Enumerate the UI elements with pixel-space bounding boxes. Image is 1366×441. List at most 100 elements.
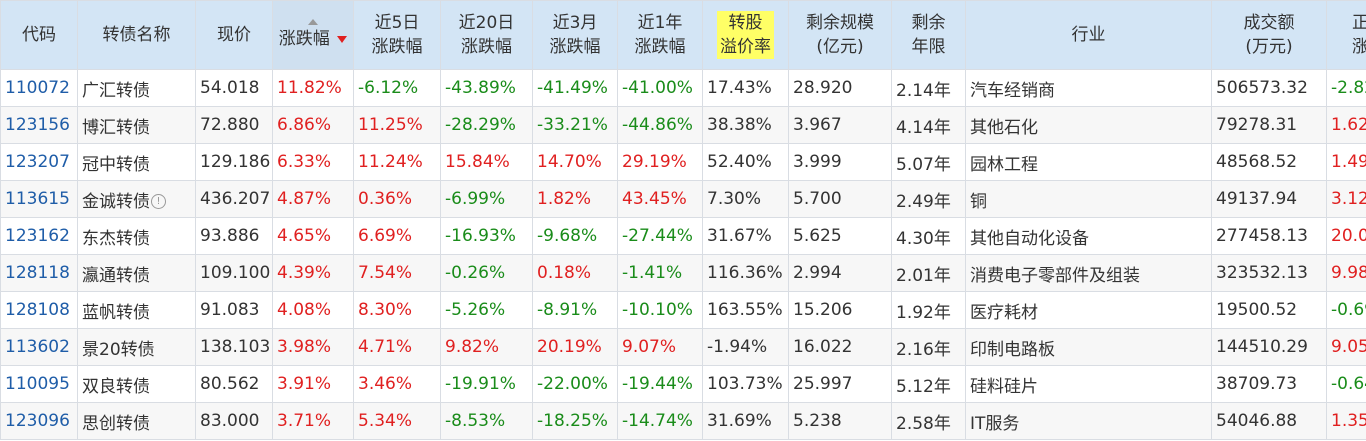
cell-name-value[interactable]: 思创转债 (82, 413, 150, 434)
cell-name[interactable]: 广汇转债 (77, 69, 196, 107)
table-row[interactable]: 123096 思创转债 83.000 3.71% 5.34% -8.53% -18.25% -… (0, 402, 1366, 440)
cell-name-value[interactable]: 双良转债 (82, 376, 150, 397)
cell-code[interactable]: 123156 (0, 106, 78, 144)
cell-code[interactable]: 110095 (0, 365, 78, 403)
cell-d20: -8.53% (440, 402, 533, 440)
cell-name-value[interactable]: 博汇转债 (82, 117, 150, 138)
cell-name-value[interactable]: 金诚转债 (82, 191, 150, 212)
cell-stock-value: 9.05% (1331, 337, 1366, 357)
header-scale-line1: 剩余规模 (806, 13, 874, 33)
header-m3[interactable]: 近3月 涨跌幅 (532, 0, 618, 70)
cell-code-value[interactable]: 123207 (5, 152, 70, 172)
cell-d5: 4.71% (353, 328, 441, 366)
cell-code[interactable]: 123162 (0, 217, 78, 255)
cell-name-value[interactable]: 东杰转债 (82, 228, 150, 249)
cell-scale-value: 15.206 (793, 300, 853, 320)
cell-code-value[interactable]: 128118 (5, 263, 70, 283)
cell-d5: 3.46% (353, 365, 441, 403)
header-y1-line1: 近1年 (637, 13, 683, 33)
cell-y1: -44.86% (617, 106, 703, 144)
cell-m3: -9.68% (532, 217, 618, 255)
cell-d20-value: -28.29% (445, 115, 516, 135)
cell-code[interactable]: 113615 (0, 180, 78, 218)
table-row[interactable]: 128118 瀛通转债 109.100 4.39% 7.54% -0.26% 0.18% -1… (0, 254, 1366, 292)
cell-d20: -43.89% (440, 69, 533, 107)
header-premium[interactable]: 转股 溢价率 (702, 0, 789, 70)
cell-name[interactable]: 景20转债 (77, 328, 196, 366)
cell-code[interactable]: 123096 (0, 402, 78, 440)
cell-code-value[interactable]: 123156 (5, 115, 70, 135)
cell-code-value[interactable]: 113602 (5, 337, 70, 357)
cell-volume: 48568.52 (1211, 143, 1327, 181)
cell-code[interactable]: 128118 (0, 254, 78, 292)
cell-code-value[interactable]: 123162 (5, 226, 70, 246)
header-volume[interactable]: 成交额 (万元) (1211, 0, 1327, 70)
table-row[interactable]: 113615 金诚转债! 436.207 4.87% 0.36% -6.99% 1.82% 4… (0, 180, 1366, 218)
cell-change: 4.87% (272, 180, 354, 218)
cell-industry: IT服务 (965, 402, 1212, 440)
cell-name[interactable]: 冠中转债 (77, 143, 196, 181)
cell-code-value[interactable]: 110095 (5, 374, 70, 394)
cell-code-value[interactable]: 128108 (5, 300, 70, 320)
table-row[interactable]: 110072 广汇转债 54.018 11.82% -6.12% -43.89% -41.4… (0, 69, 1366, 107)
cell-change-value: 4.08% (277, 300, 332, 320)
header-years-line2: 年限 (911, 37, 946, 57)
cell-name[interactable]: 博汇转债 (77, 106, 196, 144)
cell-volume-value: 506573.32 (1216, 78, 1308, 98)
cell-d5: 11.24% (353, 143, 441, 181)
cell-price-value: 138.103 (200, 337, 271, 357)
header-row: 代码 转债名称 现价 涨跌幅 近5日 涨跌幅 近20日 涨跌幅 近3月 涨跌幅 近1年… (0, 0, 1366, 70)
cell-code[interactable]: 113602 (0, 328, 78, 366)
cell-name-value[interactable]: 蓝帆转债 (82, 302, 150, 323)
cell-name-value[interactable]: 冠中转债 (82, 154, 150, 175)
table-row[interactable]: 113602 景20转债 138.103 3.98% 4.71% 9.82% 20.19% 9… (0, 328, 1366, 366)
cell-d5: 6.69% (353, 217, 441, 255)
cell-name[interactable]: 思创转债 (77, 402, 196, 440)
cell-name[interactable]: 金诚转债! (77, 180, 196, 218)
cell-name[interactable]: 瀛通转债 (77, 254, 196, 292)
cell-code-value[interactable]: 113615 (5, 189, 70, 209)
cell-name[interactable]: 双良转债 (77, 365, 196, 403)
info-icon[interactable]: ! (151, 194, 166, 209)
cell-name-value[interactable]: 瀛通转债 (82, 265, 150, 286)
cell-y1-value: -14.74% (622, 411, 693, 431)
cell-m3: 1.82% (532, 180, 618, 218)
header-d20[interactable]: 近20日 涨跌幅 (440, 0, 533, 70)
cell-y1-value: -27.44% (622, 226, 693, 246)
cell-d5: -6.12% (353, 69, 441, 107)
cell-d20-value: -0.26% (445, 263, 506, 283)
cell-m3-value: -8.91% (537, 300, 598, 320)
header-y1[interactable]: 近1年 涨跌幅 (617, 0, 703, 70)
header-years[interactable]: 剩余 年限 (891, 0, 966, 70)
cell-name-value[interactable]: 广汇转债 (82, 80, 150, 101)
cell-m3: 20.19% (532, 328, 618, 366)
header-name[interactable]: 转债名称 (77, 0, 196, 70)
header-d5[interactable]: 近5日 涨跌幅 (353, 0, 441, 70)
sort-desc-icon[interactable] (337, 35, 348, 43)
header-scale[interactable]: 剩余规模 (亿元) (788, 0, 892, 70)
cell-code[interactable]: 110072 (0, 69, 78, 107)
cell-industry-value: 汽车经销商 (970, 80, 1055, 101)
cell-name[interactable]: 东杰转债 (77, 217, 196, 255)
table-row[interactable]: 123162 东杰转债 93.886 4.65% 6.69% -16.93% -9.68% -… (0, 217, 1366, 255)
cell-name[interactable]: 蓝帆转债 (77, 291, 196, 329)
sort-asc-icon[interactable] (308, 19, 318, 25)
cell-name-value[interactable]: 景20转债 (82, 339, 155, 360)
header-stock-change[interactable]: 正股涨跌 (1326, 0, 1366, 70)
cell-code-value[interactable]: 110072 (5, 78, 70, 98)
header-price[interactable]: 现价 (195, 0, 273, 70)
header-code[interactable]: 代码 (0, 0, 78, 70)
cell-code[interactable]: 128108 (0, 291, 78, 329)
cell-years-value: 2.49年 (896, 191, 951, 212)
table-row[interactable]: 128108 蓝帆转债 91.083 4.08% 8.30% -5.26% -8.91% -1… (0, 291, 1366, 329)
cell-code[interactable]: 123207 (0, 143, 78, 181)
cell-d20-value: 9.82% (445, 337, 500, 357)
table-row[interactable]: 123207 冠中转债 129.186 6.33% 11.24% 15.84% 14.70%… (0, 143, 1366, 181)
table-row[interactable]: 123156 博汇转债 72.880 6.86% 11.25% -28.29% -33.21… (0, 106, 1366, 144)
header-industry[interactable]: 行业 (965, 0, 1212, 70)
header-change[interactable]: 涨跌幅 (272, 0, 354, 70)
cell-d20-value: 15.84% (445, 152, 510, 172)
cell-code-value[interactable]: 123096 (5, 411, 70, 431)
cell-price: 436.207 (195, 180, 273, 218)
table-row[interactable]: 110095 双良转债 80.562 3.91% 3.46% -19.91% -22.00%… (0, 365, 1366, 403)
